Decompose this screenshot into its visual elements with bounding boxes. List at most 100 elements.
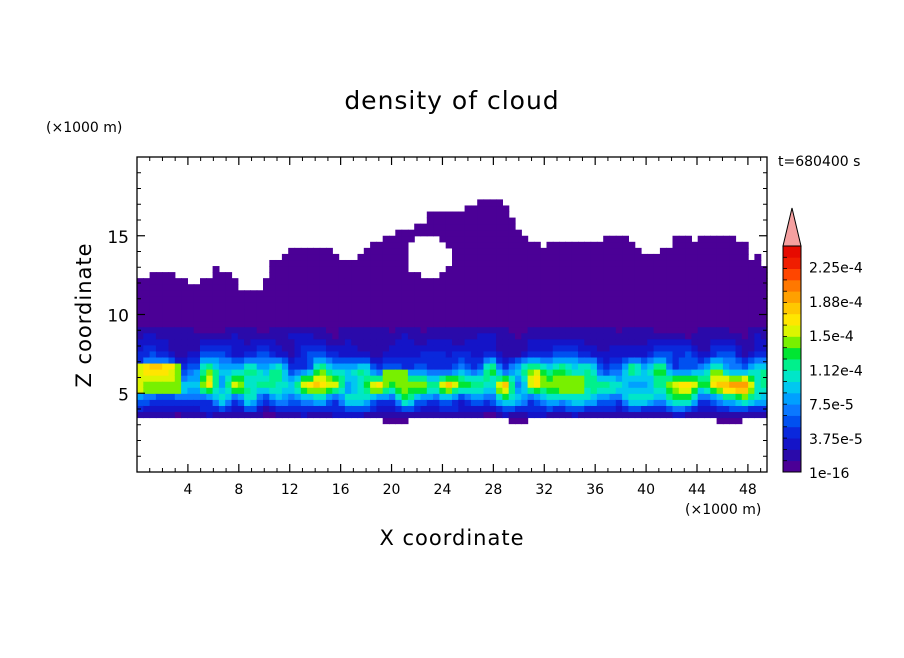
heatmap-cell bbox=[288, 375, 296, 382]
heatmap-cell bbox=[212, 290, 220, 297]
heatmap-cell bbox=[672, 356, 680, 364]
heatmap-cell bbox=[659, 247, 667, 255]
heatmap-cell bbox=[162, 344, 170, 352]
heatmap-cell bbox=[464, 369, 472, 376]
heatmap-cell bbox=[470, 259, 478, 267]
heatmap-cell bbox=[263, 375, 270, 382]
heatmap-cell bbox=[281, 266, 289, 273]
heatmap-cell bbox=[710, 393, 718, 400]
heatmap-cell bbox=[137, 381, 144, 388]
heatmap-cell bbox=[313, 326, 321, 334]
heatmap-cell bbox=[414, 332, 422, 340]
heatmap-cell bbox=[578, 381, 585, 388]
heatmap-cell bbox=[622, 362, 629, 370]
heatmap-cell bbox=[376, 326, 384, 334]
colorbar-label: 1.12e-4 bbox=[809, 363, 863, 379]
heatmap-cell bbox=[641, 393, 648, 400]
heatmap-cell bbox=[470, 350, 478, 358]
heatmap-cell bbox=[496, 381, 503, 388]
heatmap-cell bbox=[527, 272, 535, 279]
heatmap-cell bbox=[565, 393, 573, 400]
heatmap-cell bbox=[389, 387, 396, 394]
heatmap-cell bbox=[748, 393, 755, 400]
heatmap-cell bbox=[294, 387, 302, 394]
heatmap-cell bbox=[244, 296, 251, 303]
heatmap-cell bbox=[351, 296, 359, 303]
heatmap-cell bbox=[332, 302, 340, 310]
heatmap-cell bbox=[181, 399, 188, 406]
heatmap-cell bbox=[162, 326, 170, 334]
heatmap-cell bbox=[609, 247, 617, 255]
heatmap-cell bbox=[716, 362, 724, 370]
heatmap-cell bbox=[174, 320, 182, 328]
heatmap-cell bbox=[735, 356, 743, 364]
heatmap-cell bbox=[470, 320, 478, 328]
heatmap-cell bbox=[571, 356, 579, 364]
heatmap-cell bbox=[269, 362, 277, 370]
heatmap-cell bbox=[559, 314, 566, 322]
heatmap-cell bbox=[389, 308, 396, 316]
heatmap-cell bbox=[483, 405, 491, 413]
heatmap-cell bbox=[571, 247, 579, 255]
heatmap-cell bbox=[162, 375, 170, 382]
heatmap-cell bbox=[445, 387, 453, 394]
heatmap-cell bbox=[477, 356, 485, 364]
heatmap-cell bbox=[609, 278, 617, 285]
heatmap-cell bbox=[470, 302, 478, 310]
heatmap-cell bbox=[641, 362, 648, 370]
heatmap-cell bbox=[244, 375, 251, 382]
heatmap-cell bbox=[666, 393, 674, 400]
colorbar-label: 3.75e-5 bbox=[809, 432, 863, 448]
heatmap-cell bbox=[515, 253, 522, 261]
heatmap-cell bbox=[502, 338, 510, 346]
heatmap-cell bbox=[426, 350, 434, 358]
heatmap-cell bbox=[603, 362, 611, 370]
heatmap-cell bbox=[678, 278, 686, 285]
heatmap-cell bbox=[407, 356, 415, 364]
heatmap-cell bbox=[741, 393, 749, 400]
heatmap-cell bbox=[319, 259, 327, 267]
heatmap-cell bbox=[351, 350, 359, 358]
heatmap-cell bbox=[452, 253, 459, 261]
heatmap-cell bbox=[527, 381, 535, 388]
heatmap-cell bbox=[672, 338, 680, 346]
heatmap-cell bbox=[508, 356, 516, 364]
heatmap-cell bbox=[174, 284, 182, 291]
heatmap-cell bbox=[452, 320, 459, 328]
heatmap-cell bbox=[263, 308, 270, 316]
heatmap-cell bbox=[672, 278, 680, 285]
heatmap-cell bbox=[659, 290, 667, 297]
heatmap-cell bbox=[609, 290, 617, 297]
heatmap-cell bbox=[344, 369, 352, 376]
heatmap-cell bbox=[395, 229, 403, 237]
heatmap-cell bbox=[464, 405, 472, 413]
heatmap-cell bbox=[143, 284, 151, 291]
heatmap-cell bbox=[326, 356, 333, 364]
heatmap-cell bbox=[326, 272, 333, 279]
heatmap-cell bbox=[231, 393, 239, 400]
heatmap-cell bbox=[760, 272, 768, 279]
heatmap-cell bbox=[515, 417, 522, 425]
heatmap-cell bbox=[615, 259, 623, 267]
heatmap-cell bbox=[596, 405, 604, 413]
heatmap-cell bbox=[212, 272, 220, 279]
heatmap-cell bbox=[395, 405, 403, 413]
heatmap-cell bbox=[590, 332, 598, 340]
heatmap-cell bbox=[395, 247, 403, 255]
heatmap-cell bbox=[193, 369, 201, 376]
heatmap-cell bbox=[326, 253, 333, 261]
heatmap-cell bbox=[741, 356, 749, 364]
heatmap-cell bbox=[281, 356, 289, 364]
heatmap-cell bbox=[508, 247, 516, 255]
heatmap-cell bbox=[596, 308, 604, 316]
heatmap-cell bbox=[578, 247, 585, 255]
x-tick-label: 16 bbox=[332, 482, 350, 498]
heatmap-cell bbox=[483, 314, 491, 322]
heatmap-cell bbox=[622, 247, 629, 255]
heatmap-cell bbox=[445, 393, 453, 400]
heatmap-cell bbox=[401, 417, 409, 425]
heatmap-cell bbox=[735, 266, 743, 273]
heatmap-cell bbox=[710, 259, 718, 267]
heatmap-cell bbox=[722, 259, 730, 267]
heatmap-cell bbox=[420, 387, 428, 394]
